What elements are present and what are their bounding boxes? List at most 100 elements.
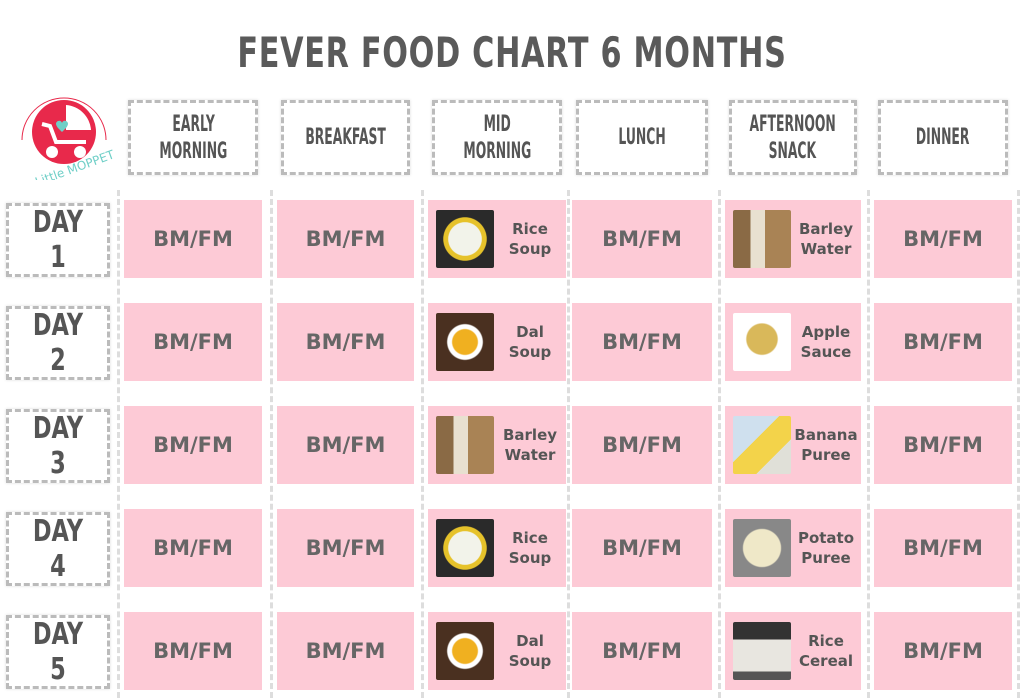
apple-sauce-image <box>733 313 791 371</box>
rice-soup-image <box>436 210 494 268</box>
header-line: MORNING <box>463 138 531 164</box>
food-name: Water <box>800 240 852 258</box>
food-cell: Dal Soup <box>428 303 566 381</box>
column-header: EARLY MORNING <box>128 100 258 175</box>
header-line: DINNER <box>916 125 970 150</box>
column-divider <box>270 190 273 698</box>
header-line: MORNING <box>159 138 227 164</box>
column-divider <box>1017 190 1020 698</box>
food-name: Rice <box>512 220 548 238</box>
feed-cell: BM/FM <box>277 303 414 381</box>
feed-cell: BM/FM <box>124 509 262 587</box>
food-name: Puree <box>801 446 851 464</box>
column-divider <box>567 190 570 698</box>
day-label: DAY 2 <box>6 306 110 380</box>
feed-cell: BM/FM <box>874 303 1012 381</box>
food-cell: Rice Soup <box>428 509 566 587</box>
food-label: Dal Soup <box>494 322 566 362</box>
food-name: Rice <box>808 632 844 650</box>
feed-cell: BM/FM <box>277 200 414 278</box>
food-name: Water <box>504 446 556 464</box>
feed-cell: BM/FM <box>124 303 262 381</box>
feed-cell: BM/FM <box>572 200 712 278</box>
food-label: Potato Puree <box>791 528 861 568</box>
feed-cell: BM/FM <box>124 612 262 690</box>
column-divider <box>117 190 120 698</box>
food-name: Potato <box>797 529 855 547</box>
potato-puree-image <box>733 519 791 577</box>
barley-water-image <box>436 416 494 474</box>
food-name: Sauce <box>800 343 852 361</box>
food-cell: Banana Puree <box>725 406 861 484</box>
feed-cell: BM/FM <box>572 612 712 690</box>
food-name: Soup <box>508 652 552 670</box>
food-name: Cereal <box>798 652 854 670</box>
day-text: DAY 2 <box>32 308 84 378</box>
header-line: SNACK <box>769 138 817 164</box>
food-name: Barley <box>798 220 854 238</box>
feed-cell: BM/FM <box>277 612 414 690</box>
day-text: DAY 3 <box>32 411 84 481</box>
day-label: DAY 5 <box>6 615 110 689</box>
food-label: Apple Sauce <box>791 322 861 362</box>
food-label: Rice Cereal <box>791 631 861 671</box>
header-line: EARLY <box>171 111 215 137</box>
feed-cell: BM/FM <box>572 406 712 484</box>
food-cell: Rice Cereal <box>725 612 861 690</box>
food-cell: Barley Water <box>725 200 861 278</box>
banana-puree-image <box>733 416 791 474</box>
food-name: Soup <box>508 240 552 258</box>
column-header: DINNER <box>878 100 1008 175</box>
day-text: DAY 1 <box>32 205 84 275</box>
my-little-moppet-logo: My Little MOPPET <box>14 97 114 180</box>
feed-cell: BM/FM <box>874 200 1012 278</box>
header-line: LUNCH <box>618 125 666 150</box>
day-text: DAY 5 <box>32 617 84 687</box>
food-name: Puree <box>801 549 851 567</box>
feed-cell: BM/FM <box>277 509 414 587</box>
food-label: Barley Water <box>791 219 861 259</box>
food-name: Rice <box>512 529 548 547</box>
header-line: AFTERNOON <box>749 111 837 137</box>
food-cell: Rice Soup <box>428 200 566 278</box>
food-cell: Barley Water <box>428 406 566 484</box>
dal-soup-image <box>436 313 494 371</box>
food-name: Apple <box>801 323 851 341</box>
food-cell: Apple Sauce <box>725 303 861 381</box>
column-header: MID MORNING <box>432 100 562 175</box>
header-line: BREAKFAST <box>305 125 386 150</box>
feed-cell: BM/FM <box>874 612 1012 690</box>
column-divider <box>867 190 870 698</box>
feed-cell: BM/FM <box>124 200 262 278</box>
food-name: Dal <box>516 323 544 341</box>
column-divider <box>421 190 424 698</box>
feed-cell: BM/FM <box>572 509 712 587</box>
header-line: MID <box>483 111 511 137</box>
feed-cell: BM/FM <box>277 406 414 484</box>
food-name: Soup <box>508 343 552 361</box>
food-label: Barley Water <box>494 425 566 465</box>
rice-soup-image <box>436 519 494 577</box>
day-label: DAY 1 <box>6 203 110 277</box>
day-label: DAY 4 <box>6 512 110 586</box>
food-name: Barley <box>502 426 558 444</box>
food-label: Rice Soup <box>494 528 566 568</box>
day-label: DAY 3 <box>6 409 110 483</box>
food-label: Banana Puree <box>791 425 861 465</box>
food-cell: Potato Puree <box>725 509 861 587</box>
food-label: Dal Soup <box>494 631 566 671</box>
food-label: Rice Soup <box>494 219 566 259</box>
column-header: BREAKFAST <box>281 100 410 175</box>
feed-cell: BM/FM <box>874 509 1012 587</box>
food-name: Dal <box>516 632 544 650</box>
column-header: LUNCH <box>576 100 708 175</box>
rice-cereal-image <box>733 622 791 680</box>
dal-soup-image <box>436 622 494 680</box>
feed-cell: BM/FM <box>874 406 1012 484</box>
page-title: FEVER FOOD CHART 6 MONTHS <box>237 28 787 77</box>
feed-cell: BM/FM <box>572 303 712 381</box>
column-divider <box>718 190 721 698</box>
feed-cell: BM/FM <box>124 406 262 484</box>
food-name: Banana <box>794 426 858 444</box>
column-header: AFTERNOON SNACK <box>729 100 857 175</box>
